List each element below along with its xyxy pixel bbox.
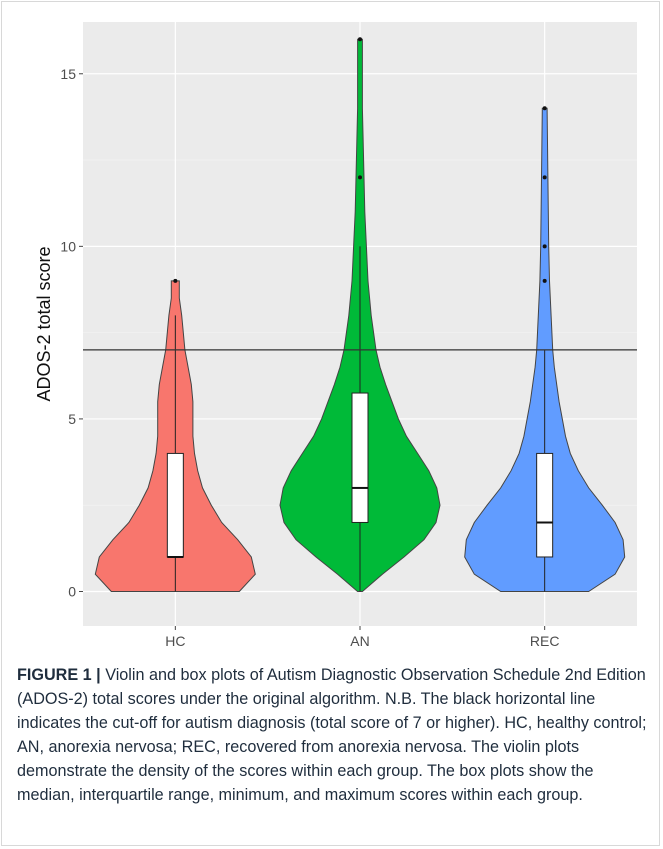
caption-label: FIGURE 1 — [17, 666, 92, 684]
outlier-point — [542, 106, 547, 111]
caption-separator: | — [91, 666, 106, 684]
outlier-point — [542, 278, 547, 283]
violin-chart: 0 5 10 15 HC AN REC ADOS-2 total score — [34, 22, 637, 649]
x-tick-label: REC — [530, 633, 560, 649]
y-tick-label: 5 — [68, 411, 76, 427]
caption-text: Violin and box plots of Autism Diagnosti… — [17, 666, 647, 804]
outlier-point — [358, 37, 362, 42]
box-an — [351, 392, 369, 523]
y-tick-label: 10 — [60, 238, 76, 254]
y-axis-ticks: 0 5 10 15 — [60, 66, 83, 599]
box-rec — [536, 452, 554, 558]
outlier-point — [173, 278, 178, 283]
outlier-point — [358, 175, 362, 180]
y-tick-label: 0 — [68, 583, 76, 599]
figure-caption: FIGURE 1 | Violin and box plots of Autis… — [17, 663, 647, 807]
x-tick-label: AN — [350, 633, 369, 649]
box-plots — [166, 37, 554, 592]
x-axis-ticks: HC AN REC — [165, 626, 559, 649]
box-hc — [166, 452, 184, 558]
x-tick-label: HC — [165, 633, 185, 649]
outlier-point — [542, 244, 547, 249]
y-tick-label: 15 — [60, 66, 76, 82]
outlier-point — [542, 175, 547, 180]
y-axis-title: ADOS-2 total score — [34, 246, 54, 401]
